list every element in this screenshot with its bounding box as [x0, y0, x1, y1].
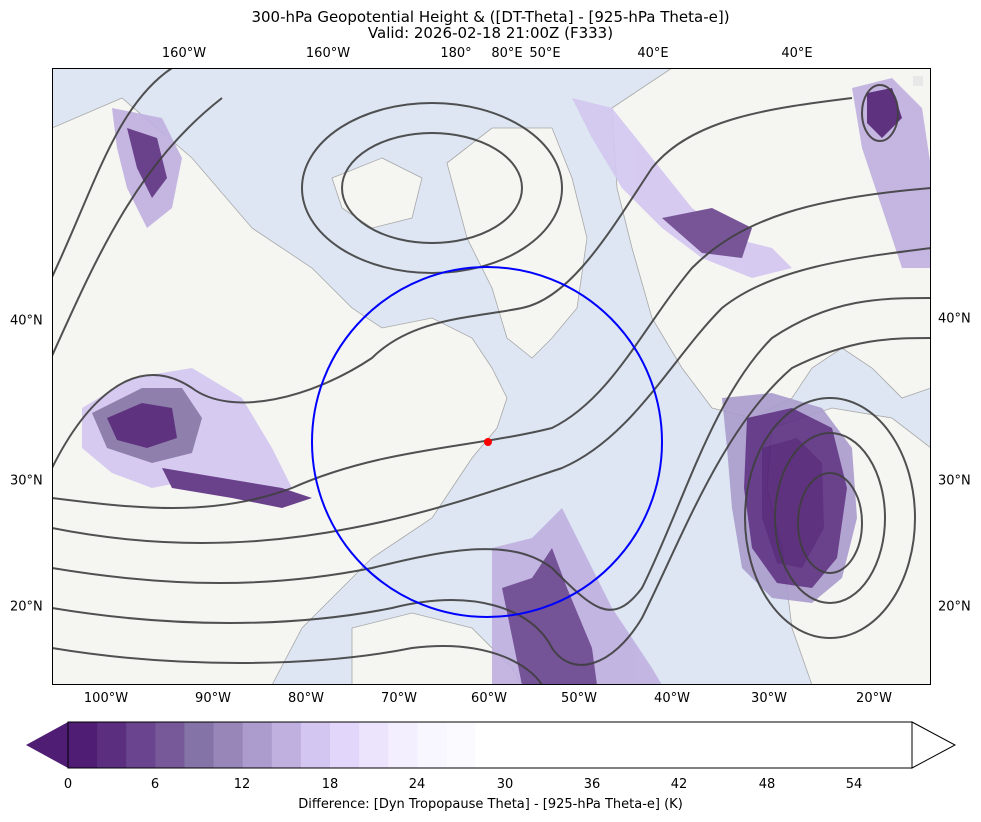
- colorbar-tick-label: 6: [150, 777, 160, 792]
- bottom-lon-label: 60°W: [471, 691, 507, 706]
- colorbar: [26, 721, 957, 769]
- colorbar-tick-label: 24: [408, 777, 426, 792]
- arctic-islands: [331, 157, 423, 229]
- map-frame: [52, 68, 931, 685]
- colorbar-tick-label: 48: [758, 777, 776, 792]
- colorbar-cell: [330, 722, 360, 768]
- legend-box: [913, 76, 923, 86]
- left-lat-label: 30°N: [10, 473, 43, 489]
- greenland-land: [446, 127, 588, 359]
- top-lon-label: 50°E: [529, 46, 561, 61]
- left-lat-label: 20°N: [10, 599, 43, 615]
- colorbar-cell: [155, 722, 185, 768]
- colorbar-cell: [68, 722, 98, 768]
- colorbar-cell: [446, 722, 476, 768]
- europe-land: [611, 68, 931, 419]
- target-point: [484, 438, 492, 446]
- colorbar-high-extension: [911, 721, 957, 769]
- colorbar-cell: [126, 722, 156, 768]
- colorbar-tick-label: 36: [583, 777, 601, 792]
- colorbar-low-extension: [26, 722, 68, 768]
- colorbar-cell: [97, 722, 127, 768]
- figure-title: 300-hPa Geopotential Height & ([DT-Theta…: [251, 8, 730, 26]
- north-america-land: [52, 97, 508, 685]
- colorbar-tick-label: 18: [321, 777, 339, 792]
- colorbar-title: Difference: [Dyn Tropopause Theta] - [92…: [298, 797, 683, 812]
- bottom-lon-label: 90°W: [195, 691, 231, 706]
- colorbar-cell: [271, 722, 302, 768]
- colorbar-tick-label: 0: [63, 777, 73, 792]
- colorbar-cell: [475, 722, 912, 768]
- bottom-lon-label: 70°W: [381, 691, 417, 706]
- bottom-lon-label: 100°W: [83, 691, 129, 706]
- map-panel: [52, 68, 931, 685]
- right-lat-label: 30°N: [938, 473, 971, 489]
- height-contours: [52, 68, 931, 685]
- bottom-lon-label: 40°W: [654, 691, 690, 706]
- left-lat-label: 40°N: [10, 313, 43, 329]
- colorbar-tick-label: 12: [233, 777, 251, 792]
- right-lat-label: 40°N: [938, 311, 971, 327]
- colorbar-frame: [67, 721, 913, 769]
- target-circle: [311, 266, 663, 618]
- bottom-lon-label: 80°W: [288, 691, 324, 706]
- colorbar-cell: [184, 722, 214, 768]
- colorbar-cell: [417, 722, 447, 768]
- colorbar-cell: [388, 722, 418, 768]
- colorbar-cell: [242, 722, 273, 768]
- right-lat-label: 20°N: [938, 599, 971, 615]
- colorbar-cell: [300, 722, 331, 768]
- top-lon-label: 40°E: [637, 46, 669, 61]
- colorbar-cell: [213, 722, 244, 768]
- shading-fields: [82, 78, 931, 685]
- top-lon-label: 80°E: [491, 46, 523, 61]
- colorbar-tick-label: 30: [496, 777, 514, 792]
- colorbar-tick-label: 42: [670, 777, 688, 792]
- bottom-lon-label: 50°W: [561, 691, 597, 706]
- top-lon-label: 40°E: [781, 46, 813, 61]
- colorbar-cell: [359, 722, 389, 768]
- colorbar-tick-label: 54: [845, 777, 863, 792]
- figure-subtitle: Valid: 2026-02-18 21:00Z (F333): [367, 24, 614, 42]
- top-lon-label: 160°W: [305, 46, 351, 61]
- landmasses: [52, 68, 931, 685]
- top-lon-label: 180°: [440, 46, 472, 61]
- top-lon-label: 160°W: [161, 46, 207, 61]
- bottom-lon-label: 20°W: [856, 691, 892, 706]
- bottom-lon-label: 30°W: [751, 691, 787, 706]
